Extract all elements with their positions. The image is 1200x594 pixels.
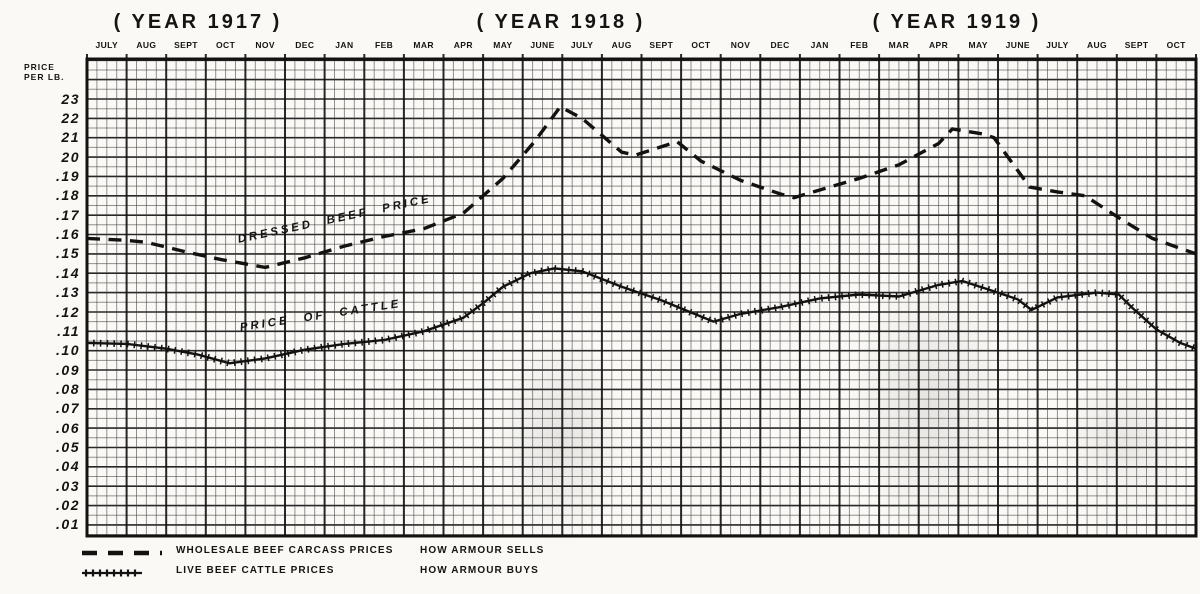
legend-label-wholesale: WHOLESALE BEEF CARCASS PRICES — [176, 545, 394, 556]
legend-row-live-cattle: LIVE BEEF CATTLE PRICES HOW ARMOUR BUYS — [80, 563, 680, 583]
x-axis-month-label: NOV — [730, 40, 751, 50]
x-axis-month-label: AUG — [611, 40, 632, 50]
x-axis-month-label: SEPT — [1124, 40, 1149, 50]
y-axis-tick-label: .17 — [56, 206, 80, 223]
y-axis-title-line1: PRICE — [24, 62, 55, 72]
x-axis-month-label: JUNE — [530, 40, 555, 50]
x-axis-month-label: AUG — [136, 40, 157, 50]
x-axis-month-label: OCT — [691, 40, 711, 50]
x-axis-month-label: FEB — [374, 40, 394, 50]
year-header-1917: ( YEAR 1917 ) — [113, 11, 283, 33]
crosshatch-line-sample-icon — [82, 569, 142, 577]
legend-note-how-armour-buys: HOW ARMOUR BUYS — [420, 565, 539, 576]
x-axis-month-label: SEPT — [649, 40, 674, 50]
y-axis-tick-label: .07 — [56, 400, 80, 417]
legend-row-wholesale: WHOLESALE BEEF CARCASS PRICES HOW ARMOUR… — [80, 543, 680, 563]
y-axis-tick-label: .04 — [56, 458, 80, 475]
legend-label-live-cattle: LIVE BEEF CATTLE PRICES — [176, 565, 335, 576]
y-axis-tick-label: .11 — [57, 322, 80, 339]
y-axis-tick-label: .06 — [56, 419, 80, 436]
x-axis-month-label: JULY — [95, 40, 119, 50]
x-axis-month-label: DEC — [295, 40, 315, 50]
y-axis-title: PRICE PER LB. — [24, 62, 65, 82]
x-axis-month-label: JULY — [1046, 40, 1069, 50]
x-axis-month-label: OCT — [216, 40, 236, 50]
dashed-line-sample-icon — [82, 550, 162, 556]
y-axis-tick-label: .13 — [56, 284, 80, 301]
year-header-1919: ( YEAR 1919 ) — [872, 11, 1042, 33]
y-axis-tick-label: 22 — [61, 109, 80, 126]
y-axis-tick-label: 23 — [61, 90, 80, 107]
x-axis-month-label: MAR — [888, 40, 910, 50]
x-axis-month-label: JUNE — [1005, 40, 1030, 50]
x-axis-month-label: OCT — [1166, 40, 1186, 50]
y-axis-tick-label: 20 — [61, 148, 80, 165]
legend-note-how-armour-sells: HOW ARMOUR SELLS — [420, 545, 545, 556]
x-axis-month-label: SEPT — [174, 40, 198, 50]
y-axis-tick-label: .12 — [56, 303, 80, 320]
x-axis-month-label: APR — [929, 40, 949, 50]
x-axis-month-label: JAN — [810, 40, 829, 50]
y-axis-tick-label: .19 — [56, 167, 80, 184]
y-axis-tick-label: .02 — [56, 497, 80, 514]
y-axis-title-line2: PER LB. — [24, 72, 65, 82]
y-axis-tick-label: .05 — [56, 439, 80, 455]
x-axis-month-label: JAN — [335, 40, 354, 50]
y-axis-tick-label: .03 — [56, 477, 80, 494]
y-axis-tick-label: .10 — [56, 342, 80, 359]
y-axis-tick-label: 21 — [61, 129, 80, 146]
x-axis-month-label: JULY — [570, 40, 594, 50]
y-axis-tick-label: .18 — [56, 187, 80, 204]
x-axis-month-label: NOV — [255, 40, 275, 50]
y-axis-tick-label: .14 — [56, 264, 80, 281]
y-axis-tick-label: .15 — [56, 245, 80, 262]
y-axis-tick-label: .16 — [56, 226, 80, 242]
y-axis-tick-label: .09 — [56, 361, 80, 378]
x-axis-month-label: MAR — [413, 40, 434, 50]
year-header-1918: ( YEAR 1918 ) — [476, 11, 646, 33]
legend: WHOLESALE BEEF CARCASS PRICES HOW ARMOUR… — [80, 543, 680, 583]
x-axis-month-label: APR — [453, 40, 473, 50]
x-axis-month-label: DEC — [770, 40, 790, 50]
y-axis-tick-label: .01 — [56, 516, 80, 533]
x-axis-month-label: MAY — [493, 40, 513, 50]
x-axis-month-label: MAY — [968, 40, 988, 50]
y-axis-tick-label: .08 — [56, 380, 80, 397]
x-axis-month-label: AUG — [1086, 40, 1108, 50]
x-axis-month-label: FEB — [850, 40, 869, 50]
